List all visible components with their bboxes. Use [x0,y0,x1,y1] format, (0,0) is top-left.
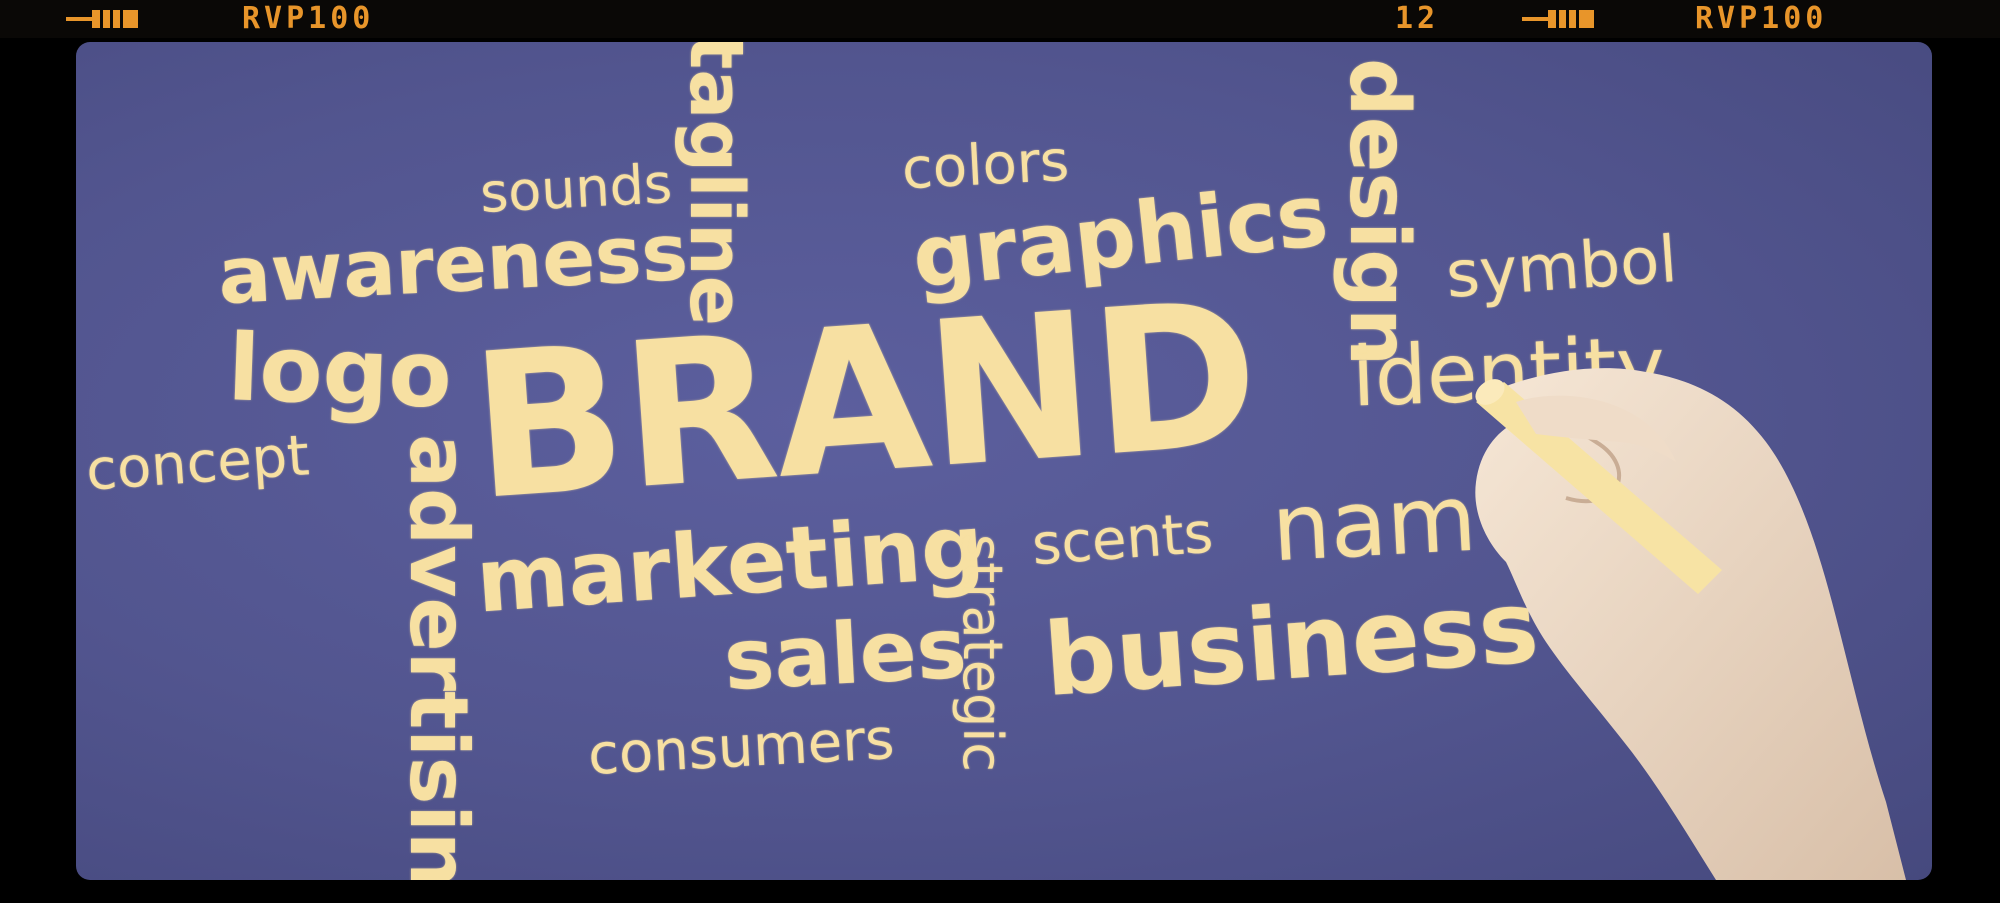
film-frame-number: 12 [1395,1,1440,36]
hand-with-chalk [1475,368,1906,880]
chalk-icon [1475,379,1722,594]
hand-icon [1475,368,1906,880]
film-arrow-icon [66,10,138,28]
film-arrow-icon [1522,10,1594,28]
film-label-right: RVP100 [1695,1,1828,36]
chalkboard: sounds tagline colors design awareness g… [76,42,1932,880]
film-label-left: RVP100 [242,1,375,36]
film-strip-header: RVP100 12 RVP100 [0,0,2000,38]
